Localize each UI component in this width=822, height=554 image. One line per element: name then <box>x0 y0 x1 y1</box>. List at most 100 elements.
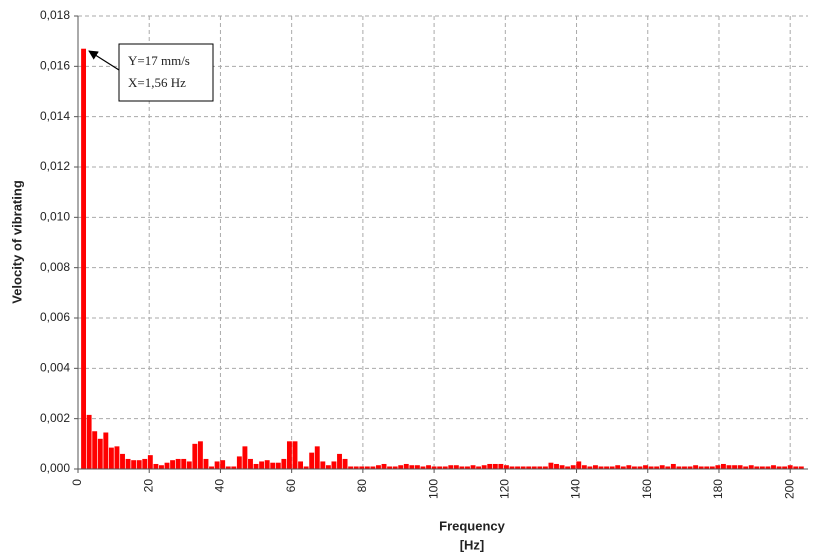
y-tick-label: 0,006 <box>40 310 70 324</box>
bar <box>103 432 109 469</box>
bar <box>531 466 537 469</box>
bar <box>153 463 159 469</box>
annotation-text: X=1,56 Hz <box>128 75 186 90</box>
y-tick-label: 0,016 <box>40 59 70 73</box>
bar <box>97 438 103 469</box>
bar <box>286 441 292 469</box>
bar <box>114 446 120 469</box>
bar <box>381 463 387 469</box>
bar <box>225 466 231 469</box>
bar <box>715 465 721 469</box>
bar <box>793 466 799 469</box>
bar <box>782 466 788 469</box>
bar <box>92 431 98 469</box>
bar <box>554 463 559 469</box>
bar <box>164 462 170 469</box>
bar <box>476 466 482 469</box>
x-tick-label: 20 <box>141 479 155 493</box>
y-tick-label: 0,018 <box>40 8 70 22</box>
bar <box>426 465 431 469</box>
bar <box>147 455 153 469</box>
bar <box>726 465 732 469</box>
bar <box>220 460 226 469</box>
bar <box>765 466 771 469</box>
bar <box>615 465 621 469</box>
bar <box>709 466 715 469</box>
bar <box>437 466 443 469</box>
bar <box>292 441 298 469</box>
bar <box>170 460 176 469</box>
y-axis-title: Velocity of vibrating <box>9 180 24 304</box>
axes: 0,000 0,002 0,004 0,006 0,008 0,010 0,012 0,014… <box>40 8 808 499</box>
bar <box>487 463 493 469</box>
y-tick-label: 0,002 <box>40 411 70 425</box>
y-tick-label: 0,008 <box>40 260 70 274</box>
x-tick-label: 120 <box>497 479 511 499</box>
bar <box>687 466 693 469</box>
bar <box>515 466 521 469</box>
bar <box>248 458 253 469</box>
x-axis-unit: [Hz] <box>460 537 485 552</box>
bar <box>459 466 465 469</box>
bar <box>503 465 509 469</box>
bar <box>526 466 532 469</box>
bar <box>186 461 192 469</box>
bar <box>209 466 214 469</box>
bar <box>465 466 470 469</box>
bar <box>470 465 476 469</box>
y-tick-label: 0,010 <box>40 210 70 224</box>
bar <box>281 458 287 469</box>
bar <box>214 461 220 469</box>
bar <box>665 466 671 469</box>
bar <box>676 466 682 469</box>
bar <box>376 465 381 469</box>
bar <box>565 466 571 469</box>
x-tick-label: 0 <box>70 479 84 486</box>
bar <box>298 461 304 469</box>
bar <box>759 466 765 469</box>
bar <box>576 461 582 469</box>
bar <box>364 466 370 469</box>
bar <box>509 466 515 469</box>
bar <box>331 461 337 469</box>
bar <box>771 465 776 469</box>
bar <box>398 465 404 469</box>
bar <box>693 465 699 469</box>
bar <box>275 462 281 469</box>
bar <box>81 48 87 469</box>
x-axis-title: Frequency <box>439 518 506 533</box>
bar <box>253 463 259 469</box>
bar <box>192 443 198 469</box>
bar <box>231 466 237 469</box>
bar <box>309 452 315 469</box>
bar <box>387 466 393 469</box>
bar <box>131 460 137 469</box>
bar <box>337 453 342 469</box>
bar <box>626 465 632 469</box>
bar <box>431 466 437 469</box>
bar <box>159 465 164 469</box>
bar <box>181 458 187 469</box>
bar <box>342 458 348 469</box>
bar <box>620 466 626 469</box>
bar <box>125 458 131 469</box>
bar <box>698 466 704 469</box>
bar <box>303 466 309 469</box>
bar <box>548 462 554 469</box>
bar <box>420 466 426 469</box>
bar <box>492 463 498 469</box>
bar <box>648 466 654 469</box>
bar <box>370 466 376 469</box>
bar <box>414 465 420 469</box>
bars <box>81 48 804 469</box>
bar <box>598 466 604 469</box>
bar <box>236 456 242 469</box>
x-tick-label: 160 <box>640 479 654 499</box>
bar <box>559 465 565 469</box>
bar <box>631 466 637 469</box>
annotation-arrow <box>88 50 120 71</box>
x-tick-label: 100 <box>426 479 440 499</box>
bar <box>453 465 459 469</box>
bar <box>593 465 598 469</box>
